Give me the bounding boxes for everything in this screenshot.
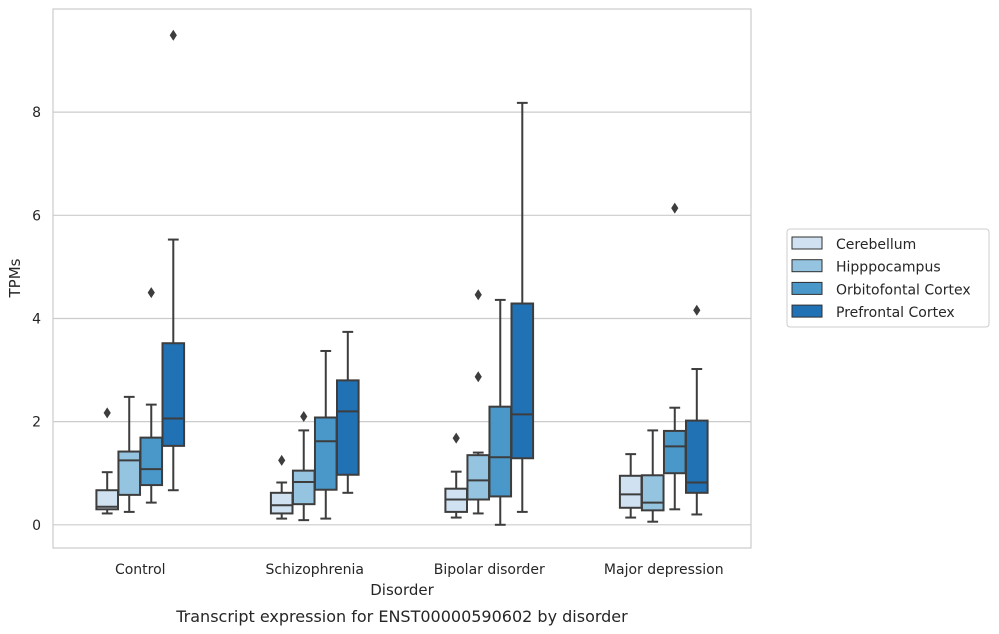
box (117, 450, 142, 496)
series-group (95, 407, 643, 520)
legend-swatch (791, 236, 823, 250)
plot-frame (52, 8, 752, 549)
legend-swatch (791, 281, 823, 295)
box (336, 379, 360, 476)
legend-frame (786, 228, 990, 328)
outlier-point (452, 432, 460, 444)
legend-swatch (791, 304, 823, 318)
box (618, 474, 643, 509)
y-tick-label: 8 (32, 105, 41, 121)
legend-label: Hipppocampus (836, 260, 941, 276)
series-group (117, 289, 665, 523)
legend-label: Prefrontal Cortex (836, 305, 955, 321)
legend-swatch (791, 259, 823, 273)
box (95, 489, 119, 511)
outlier-point (474, 289, 482, 301)
box (510, 302, 535, 460)
box (640, 474, 665, 512)
box (291, 469, 316, 506)
x-tick-label: Control (115, 562, 166, 578)
y-tick-label: 4 (32, 311, 41, 327)
box (269, 491, 294, 515)
outlier-point (278, 454, 286, 466)
outlier-point (147, 287, 155, 299)
box-series (95, 29, 709, 526)
outlier-point (300, 410, 308, 422)
outlier-point (693, 304, 701, 316)
x-axis-title: Disorder (370, 581, 434, 599)
series-group (161, 29, 709, 516)
legend-label: Orbitofontal Cortex (836, 282, 971, 298)
box (662, 429, 687, 475)
outlier-point (103, 407, 111, 419)
x-tick-label: Schizophrenia (266, 562, 364, 578)
legend-label: Cerebellum (836, 237, 916, 253)
box (466, 454, 491, 501)
x-tick-labels: Control Schizophrenia Bipolar disorder Majo… (115, 562, 724, 578)
y-tick-labels: 0 2 4 6 8 (32, 105, 41, 534)
box (685, 419, 709, 494)
y-tick-label: 0 (32, 518, 41, 534)
chart-title: Transcript expression for ENST0000059060… (175, 607, 628, 626)
x-tick-label: Bipolar disorder (434, 562, 545, 578)
box (313, 416, 338, 491)
x-tick-label: Major depression (604, 562, 724, 578)
outlier-point (671, 202, 679, 214)
outlier-point (474, 371, 482, 383)
y-axis-title: TPMs (6, 258, 24, 298)
y-tick-label: 6 (32, 208, 41, 224)
plot-background (53, 9, 751, 548)
box (139, 436, 164, 487)
box (488, 405, 513, 498)
box (161, 342, 186, 447)
y-tick-label: 2 (32, 415, 41, 431)
outlier-point (169, 29, 177, 41)
legend: Cerebellum Hipppocampus Orbitofontal Corte… (786, 228, 990, 328)
